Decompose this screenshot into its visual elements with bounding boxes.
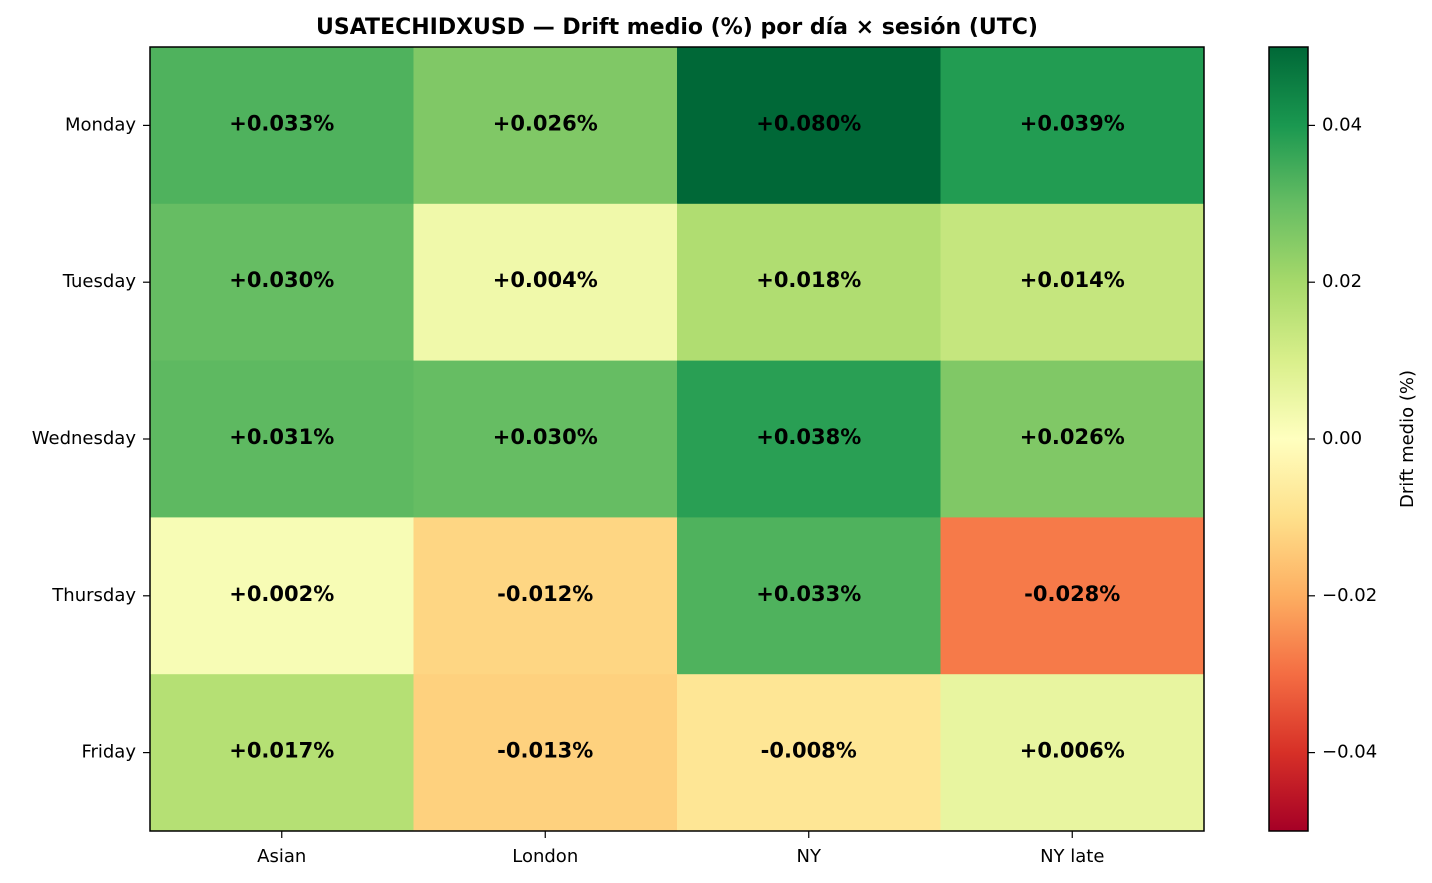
x-tick-label: NY late xyxy=(1040,846,1104,867)
y-axis: Monday Tuesday Wednesday Thursday Friday xyxy=(32,114,150,763)
colorbar-tick-label: −0.02 xyxy=(1322,585,1377,606)
colorbar-tick-label: 0.02 xyxy=(1322,271,1362,292)
y-tick-label: Monday xyxy=(65,114,136,135)
cell-value-label: +0.030% xyxy=(493,425,598,449)
heatmap-cell-3-3 xyxy=(940,517,1205,675)
x-tick-label: NY xyxy=(797,846,822,867)
heatmap-cell-1-3 xyxy=(940,203,1205,362)
heatmap-cell-0-3 xyxy=(940,47,1205,205)
heatmap-cell-1-0 xyxy=(150,203,414,362)
y-tick-label: Friday xyxy=(81,742,136,763)
cell-value-label: -0.028% xyxy=(1024,582,1120,606)
cell-labels: +0.033% +0.026% +0.080% +0.039% +0.030% +0.00… xyxy=(229,111,1125,762)
heatmap-cell-2-3 xyxy=(940,360,1205,518)
x-tick-label: Asian xyxy=(257,846,306,867)
colorbar-label: Drift medio (%) xyxy=(1397,370,1418,508)
y-tick-label: Tuesday xyxy=(62,271,137,292)
y-tick-label: Thursday xyxy=(51,585,136,606)
colorbar-ticks: 0.04 0.02 0.00 −0.02 −0.04 xyxy=(1308,114,1377,763)
x-tick-label: London xyxy=(512,846,578,867)
heatmap-cell-4-1 xyxy=(413,674,678,832)
cell-value-label: +0.038% xyxy=(756,425,861,449)
heatmap-cell-4-3 xyxy=(940,674,1205,832)
cell-value-label: -0.013% xyxy=(497,739,593,763)
cell-value-label: +0.026% xyxy=(1020,425,1125,449)
x-axis: Asian London NY NY late xyxy=(257,831,1104,867)
cell-value-label: +0.004% xyxy=(493,268,598,292)
cell-value-label: +0.080% xyxy=(756,111,861,135)
cell-value-label: +0.026% xyxy=(493,111,598,135)
cell-value-label: -0.008% xyxy=(761,739,857,763)
cell-value-label: +0.002% xyxy=(229,582,334,606)
heatmap-cell-0-2 xyxy=(677,47,941,205)
heatmap-cell-1-2 xyxy=(677,203,941,362)
cell-value-label: +0.033% xyxy=(229,111,334,135)
y-tick-label: Wednesday xyxy=(32,428,137,449)
colorbar-tick-label: 0.00 xyxy=(1322,428,1362,449)
colorbar: 0.04 0.02 0.00 −0.02 −0.04 Drift medio (%) xyxy=(1268,46,1418,832)
heatmap-cell-1-1 xyxy=(413,203,678,362)
heatmap-cell-0-1 xyxy=(413,47,678,205)
heatmap-cell-2-0 xyxy=(150,360,414,518)
heatmap-cell-2-1 xyxy=(413,360,678,518)
heatmap-cells xyxy=(150,47,1205,832)
heatmap-cell-4-0 xyxy=(150,674,414,832)
heatmap-cell-2-2 xyxy=(677,360,941,518)
colorbar-gradient xyxy=(1269,47,1308,831)
cell-value-label: +0.006% xyxy=(1020,739,1125,763)
heatmap-cell-3-2 xyxy=(677,517,941,675)
cell-value-label: -0.012% xyxy=(497,582,593,606)
chart-title: USATECHIDXUSD — Drift medio (%) por día … xyxy=(316,15,1038,40)
cell-value-label: +0.030% xyxy=(229,268,334,292)
heatmap-cell-0-0 xyxy=(150,47,414,205)
cell-value-label: +0.031% xyxy=(229,425,334,449)
cell-value-label: +0.018% xyxy=(756,268,861,292)
colorbar-tick-label: −0.04 xyxy=(1322,742,1377,763)
colorbar-tick-label: 0.04 xyxy=(1322,114,1362,135)
heatmap-cell-3-0 xyxy=(150,517,414,675)
cell-value-label: +0.033% xyxy=(756,582,861,606)
heatmap-cell-3-1 xyxy=(413,517,678,675)
cell-value-label: +0.039% xyxy=(1020,111,1125,135)
heatmap-cell-4-2 xyxy=(677,674,941,832)
cell-value-label: +0.017% xyxy=(229,739,334,763)
cell-value-label: +0.014% xyxy=(1020,268,1125,292)
